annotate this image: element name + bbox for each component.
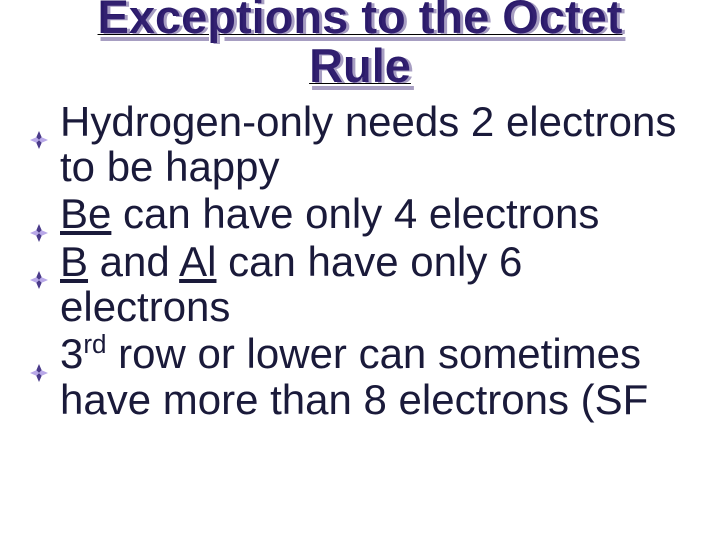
bullet-diamond-icon bbox=[30, 345, 48, 363]
text-run: Hydrogen-only needs 2 electrons to be ha… bbox=[60, 98, 676, 190]
bullet-list: Hydrogen-only needs 2 electrons to be ha… bbox=[18, 99, 702, 423]
slide-title: Exceptions to the Octet Rule bbox=[18, 0, 702, 91]
bullet-text: Be can have only 4 electrons bbox=[60, 190, 599, 237]
bullet-diamond-icon bbox=[30, 252, 48, 270]
underlined-term: B bbox=[60, 238, 88, 285]
bullet-item: Be can have only 4 electrons bbox=[30, 191, 702, 236]
bullet-text: Hydrogen-only needs 2 electrons to be ha… bbox=[60, 98, 676, 190]
bullet-text: 3rd row or lower can sometimes have more… bbox=[60, 330, 648, 422]
superscript: rd bbox=[83, 329, 106, 359]
bullet-text: B and Al can have only 6 electrons bbox=[60, 238, 522, 330]
slide: Exceptions to the Octet Rule Hydrogen-on… bbox=[0, 0, 720, 532]
bullet-item: B and Al can have only 6 electrons bbox=[30, 239, 702, 330]
text-run: and bbox=[88, 238, 179, 285]
bullet-diamond-icon bbox=[30, 205, 48, 223]
text-run: can have only 4 electrons bbox=[111, 190, 599, 237]
slide-title-text: Exceptions to the Octet Rule bbox=[98, 0, 623, 92]
text-run: row or lower can sometimes have more tha… bbox=[60, 330, 648, 422]
bullet-item: 3rd row or lower can sometimes have more… bbox=[30, 331, 702, 422]
bullet-diamond-icon bbox=[30, 112, 48, 130]
underlined-term: Al bbox=[179, 238, 216, 285]
text-run: 3 bbox=[60, 330, 83, 377]
underlined-term: Be bbox=[60, 190, 111, 237]
bullet-item: Hydrogen-only needs 2 electrons to be ha… bbox=[30, 99, 702, 190]
